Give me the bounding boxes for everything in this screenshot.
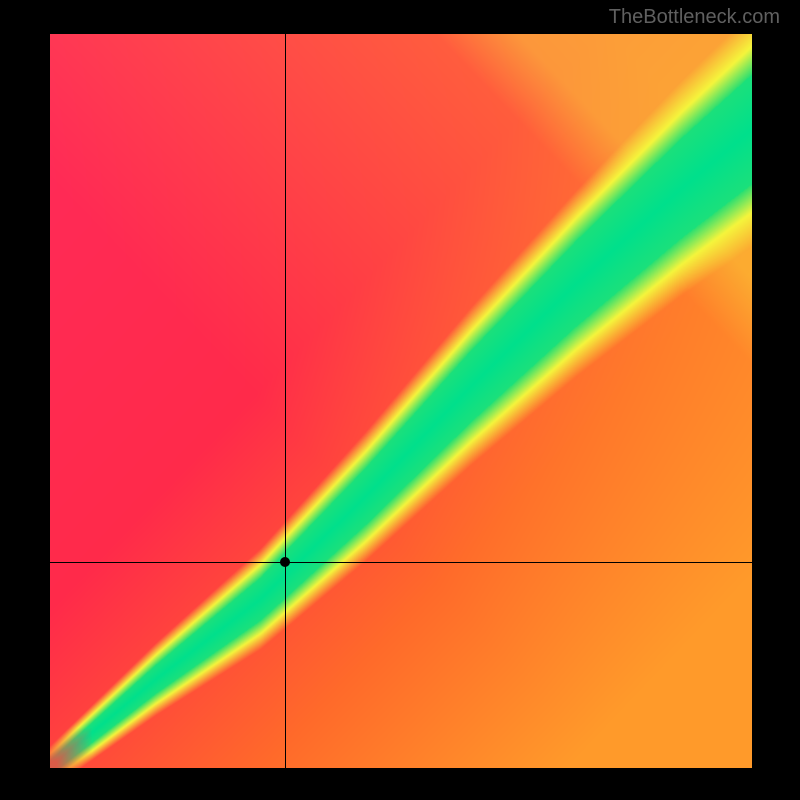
- data-point-marker: [280, 557, 290, 567]
- crosshair-vertical: [285, 34, 286, 768]
- chart-container: TheBottleneck.com: [0, 0, 800, 800]
- plot-area: [50, 34, 752, 768]
- crosshair-horizontal: [50, 562, 752, 563]
- attribution-text: TheBottleneck.com: [609, 6, 780, 29]
- heatmap-canvas: [50, 34, 752, 768]
